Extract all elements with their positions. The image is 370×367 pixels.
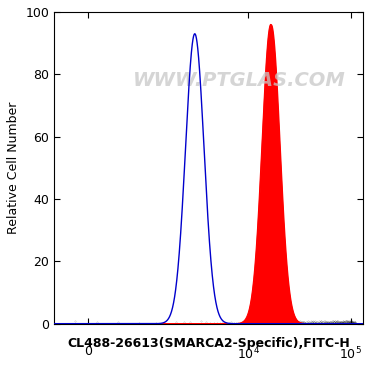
Text: $0$: $0$ xyxy=(84,345,93,359)
Text: WWW.PTGLAS.COM: WWW.PTGLAS.COM xyxy=(133,71,346,90)
X-axis label: CL488-26613(SMARCA2-Specific),FITC-H: CL488-26613(SMARCA2-Specific),FITC-H xyxy=(67,337,350,350)
Y-axis label: Relative Cell Number: Relative Cell Number xyxy=(7,102,20,234)
Text: $10^4$: $10^4$ xyxy=(237,345,260,362)
Text: $10^5$: $10^5$ xyxy=(339,345,362,362)
